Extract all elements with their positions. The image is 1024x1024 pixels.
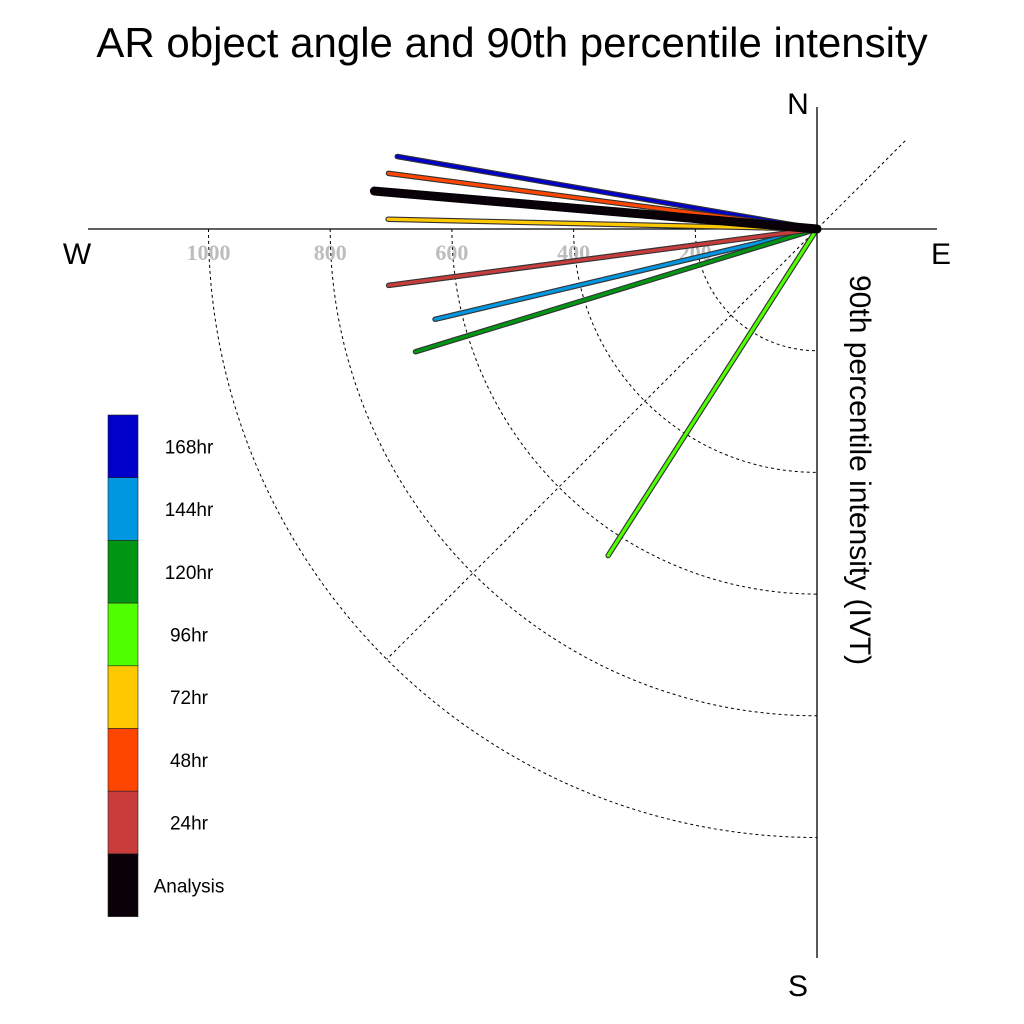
west-label: W [63,238,92,271]
radial-tick-label: 1000 [187,240,231,265]
legend-swatch-analysis [107,853,139,917]
series-96hr-line [605,226,820,559]
series-120hr-line [412,226,820,355]
grid-arc [329,228,818,717]
legend-swatch-120hr [107,540,139,604]
legend-label: 144hr [165,500,214,521]
grid-arc [208,228,818,838]
legend-swatch-96hr [107,602,139,667]
legend-swatch-72hr [107,665,139,729]
legend-swatch-24hr [107,790,139,855]
legend: 168hr 144hr 120hr 96hr 72hr 48hr 24hr Analysis [107,414,225,917]
legend-swatch-144hr [107,477,139,541]
series-line [413,227,819,354]
legend-label: 48hr [170,751,209,772]
chart-title: AR object angle and 90th percentile inte… [96,19,927,66]
north-label: N [787,88,809,121]
legend-label: Analysis [154,876,225,897]
series-24hr-line [385,226,820,289]
series-line [606,227,819,558]
series-line [370,187,821,233]
series-144hr-line [432,226,820,323]
east-label: E [931,238,951,271]
series-analysis-line [369,186,822,234]
series-line [395,154,819,231]
y-axis-label: 90th percentile intensity (IVT) [843,275,876,665]
radial-tick-label: 600 [435,240,468,265]
legend-label: 120hr [165,563,214,584]
series-line [387,227,819,287]
series-168hr-line [394,153,820,232]
legend-label: 72hr [170,688,209,709]
legend-swatch-168hr [107,414,139,479]
series-line [433,227,819,321]
radial-tick-label: 800 [314,240,347,265]
origin-point [813,225,821,233]
legend-label: 168hr [165,437,214,458]
axes [88,107,937,958]
legend-swatch-48hr [107,728,139,792]
series-lines [369,153,822,559]
legend-label: 24hr [170,814,209,835]
south-label: S [788,970,808,1003]
legend-label: 96hr [170,625,209,646]
